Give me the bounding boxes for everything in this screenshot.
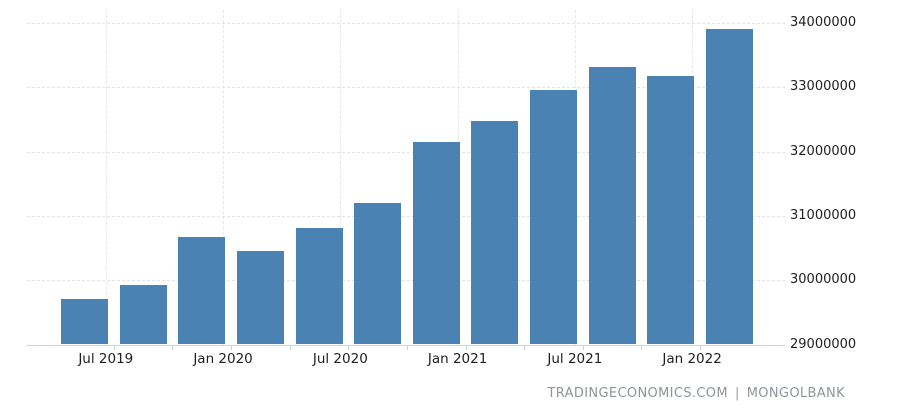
bar-2021-Q3 [588,67,636,345]
attribution-separator: | [734,386,740,401]
axis-tick [524,345,526,350]
axis-tick [172,345,174,350]
axis-tick [465,345,467,350]
x-axis-label: Jul 2019 [78,350,134,367]
gridline-horizontal [27,23,785,24]
attribution: TRADINGECONOMICS.COM | MONGOLBANK [547,386,845,401]
gridline-vertical [223,10,225,345]
y-axis-label: 30000000 [790,272,857,288]
y-axis-label: 31000000 [790,207,857,223]
axis-tick [641,345,643,350]
bar-2019-Q3 [119,284,167,345]
axis-tick [348,345,350,350]
bar-2021-Q1 [471,121,519,345]
y-axis-label: 32000000 [790,143,857,159]
bar-2019-Q4 [178,237,226,345]
axis-tick [582,345,584,350]
y-axis-label: 34000000 [790,15,857,30]
gridline-vertical [105,10,107,345]
bar-2019-Q2 [61,299,108,345]
x-axis-label: Jan 2022 [662,350,722,367]
x-axis-label: Jan 2021 [427,350,488,367]
axis-tick [406,345,408,350]
x-axis-line [27,344,785,346]
bar-2020-Q2 [295,228,343,345]
bar-2020-Q3 [354,203,402,345]
x-axis-label: Jan 2020 [193,350,253,367]
attribution-source: MONGOLBANK [746,386,845,401]
y-axis-label: 33000000 [790,79,857,95]
gridline-vertical [340,10,342,345]
x-axis-label: Jul 2020 [312,350,368,367]
axis-tick [289,345,291,350]
bar-2021-Q4 [647,76,695,345]
bar-2020-Q4 [412,141,460,345]
bar-2020-Q1 [236,250,284,345]
gridline-horizontal [27,87,785,89]
bar-2021-Q2 [530,89,578,345]
y-axis-label: 29000000 [790,336,857,352]
x-axis-label: Jul 2021 [547,350,603,367]
axis-tick [231,345,233,350]
attribution-site-link[interactable]: TRADINGECONOMICS.COM [547,386,728,401]
bar-2022-Q1 [705,28,753,345]
axis-tick [113,345,115,350]
gridline-horizontal [27,215,785,217]
axis-tick [700,345,702,350]
gridline-horizontal [27,151,785,153]
gridline-horizontal [27,280,785,282]
